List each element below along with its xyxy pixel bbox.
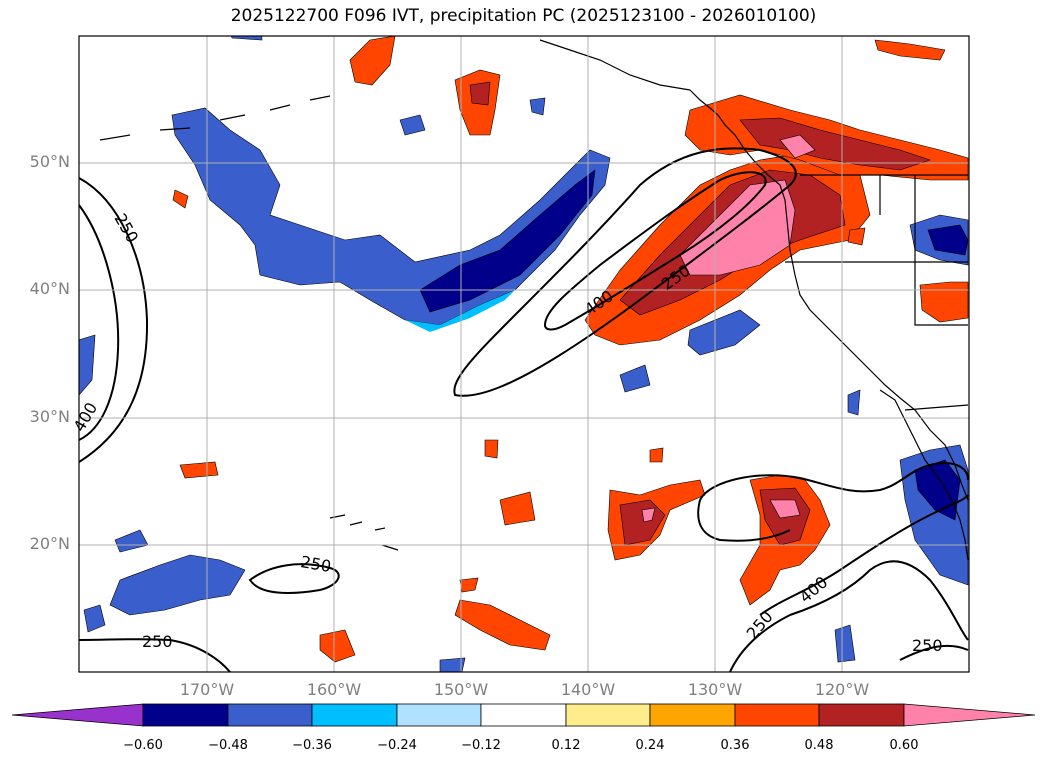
colorbar-segment (311, 703, 398, 727)
contour-label: 250 (912, 636, 943, 655)
orange-patch-hi (454, 599, 551, 651)
colorbar-segment (142, 703, 229, 727)
ivt-400-contour-south (759, 494, 969, 616)
colorbar-tick-label: −0.12 (461, 738, 501, 753)
blue-patch-1 (619, 364, 651, 393)
orange-patch-small3 (459, 577, 479, 593)
map-title: 2025122700 F096 IVT, precipitation PC (2… (230, 6, 817, 26)
lat-label-40n: 40°N (29, 279, 70, 298)
orange-patch-central (499, 491, 536, 526)
state-border-2 (879, 175, 968, 326)
lat-label-20n: 20°N (29, 534, 70, 553)
map-frame (78, 35, 970, 673)
orange-patch-small1 (172, 189, 189, 209)
colorbar-tick-label: 0.24 (635, 738, 665, 753)
lat-label-50n: 50°N (29, 152, 70, 171)
negative-precip-anomaly-regions (79, 36, 969, 672)
orange-patch-small5 (847, 227, 866, 246)
gridlines (79, 36, 969, 672)
contour-label: 250 (299, 552, 332, 576)
coastlines (99, 39, 969, 561)
pink-patch-sw (641, 507, 656, 523)
colorbar-segment (734, 703, 820, 727)
colorbar-tick-label: 0.60 (889, 738, 919, 753)
baja-coast (879, 389, 969, 561)
ivt-contours (79, 147, 969, 672)
colorbar-segment (396, 703, 482, 727)
contour-label: 250 (142, 632, 173, 651)
orange-patch-hi2 (319, 629, 356, 663)
darkred-pnw-north (739, 117, 931, 171)
orange-patch-small2 (484, 439, 499, 459)
ivt-400-contour-west (79, 204, 120, 441)
colorbar-tick-label: −0.60 (123, 738, 163, 753)
ivt-250-contour-west (79, 177, 149, 463)
lon-label-150w: 150°W (433, 680, 489, 699)
orange-patch-alaska (349, 36, 396, 86)
lon-label-160w: 160°W (306, 680, 362, 699)
blue-patch-7 (83, 604, 106, 633)
blue-patch-12 (231, 36, 263, 41)
hawaii-islands (329, 514, 399, 551)
colorbar-tick-label: 0.48 (804, 738, 834, 753)
blue-patch-11 (847, 389, 861, 416)
map-plot-area (79, 36, 969, 672)
navy-west-coast-east (927, 224, 969, 256)
colorbar-min-extension (11, 703, 144, 727)
lon-label-120w: 120°W (814, 680, 870, 699)
contour-label: 250 (111, 210, 143, 246)
navy-baja (914, 459, 961, 521)
colorbar-segment (565, 703, 651, 727)
colorbar-segment (818, 703, 905, 727)
contour-label: 250 (743, 607, 777, 643)
orange-patch-ne (919, 281, 969, 323)
lon-label-140w: 140°W (560, 680, 616, 699)
aleutian-islands (99, 95, 331, 141)
blue-patch-5 (79, 334, 96, 396)
navy-core-north-pacific (419, 169, 596, 313)
ivt-250-contour-south2 (729, 560, 969, 672)
blue-patch-6 (109, 554, 246, 616)
north-american-coast (689, 89, 969, 501)
colorbar-tick-label: −0.36 (292, 738, 332, 753)
blue-patch-9 (439, 657, 466, 672)
ivt-250-contour-south (697, 462, 969, 542)
darkred-patch-gulf (469, 81, 491, 106)
colorbar-segment (227, 703, 313, 727)
pink-pnw-north (779, 134, 816, 159)
colorbar-tick-label: −0.48 (208, 738, 248, 753)
blue-patch-8 (114, 529, 149, 553)
us-mexico-border (904, 404, 969, 411)
orange-patch-small4 (649, 447, 664, 463)
ivt-400-contour-ar (543, 171, 767, 331)
blue-patch-3 (399, 114, 426, 136)
colorbar-segment (649, 703, 736, 727)
blue-patch-10 (834, 624, 856, 663)
lon-label-130w: 130°W (687, 680, 743, 699)
alaska-coast (539, 39, 691, 91)
blue-patch-2 (687, 309, 761, 356)
ivt-250-contour-hawaii (79, 563, 340, 672)
positive-precip-anomaly-regions (172, 36, 969, 663)
colorbar-segment (480, 703, 567, 727)
colorbar-max-extension (903, 703, 1036, 727)
colorbar-tick-label: 0.36 (720, 738, 750, 753)
colorbar (11, 703, 1036, 727)
colorbar-tick-label: 0.12 (551, 738, 581, 753)
orange-patch-ne2 (874, 39, 946, 61)
ivt-250-contour-bottomright (899, 644, 969, 661)
lat-label-30n: 30°N (29, 407, 70, 426)
pink-patch-south (769, 499, 801, 519)
contour-label: 400 (70, 399, 102, 435)
orange-patch-hi3 (179, 461, 219, 479)
colorbar-tick-label: −0.24 (377, 738, 417, 753)
blue-patch-4 (529, 97, 546, 116)
lon-label-170w: 170°W (179, 680, 235, 699)
